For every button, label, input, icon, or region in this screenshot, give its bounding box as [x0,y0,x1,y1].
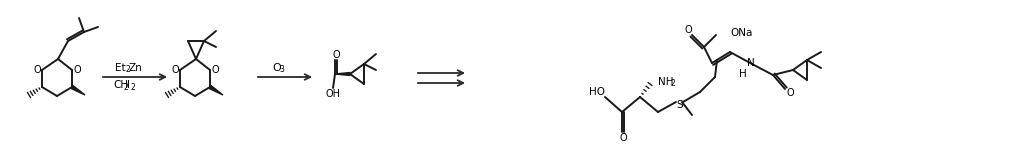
Text: O: O [683,25,692,35]
Polygon shape [71,86,85,95]
Text: OH: OH [326,89,340,99]
Text: 3: 3 [279,65,284,74]
Text: S: S [676,100,682,110]
Text: ONa: ONa [729,28,751,38]
Text: O: O [73,65,81,75]
Text: O: O [211,65,218,75]
Text: Et: Et [115,63,125,73]
Polygon shape [335,72,350,75]
Text: 2: 2 [126,65,130,74]
Text: CH: CH [113,80,128,90]
Text: O: O [332,50,340,60]
Text: O: O [33,65,40,75]
Text: 2: 2 [124,82,128,92]
Text: NH: NH [657,77,673,87]
Text: 2: 2 [670,79,675,89]
Text: 2: 2 [130,82,135,92]
Polygon shape [209,86,222,95]
Text: O: O [171,65,179,75]
Text: O: O [619,133,626,143]
Text: HO: HO [588,87,605,97]
Text: N: N [746,58,754,68]
Text: I: I [126,80,129,90]
Text: O: O [272,63,280,73]
Text: Zn: Zn [128,63,143,73]
Text: O: O [786,88,793,98]
Text: H: H [738,69,746,79]
